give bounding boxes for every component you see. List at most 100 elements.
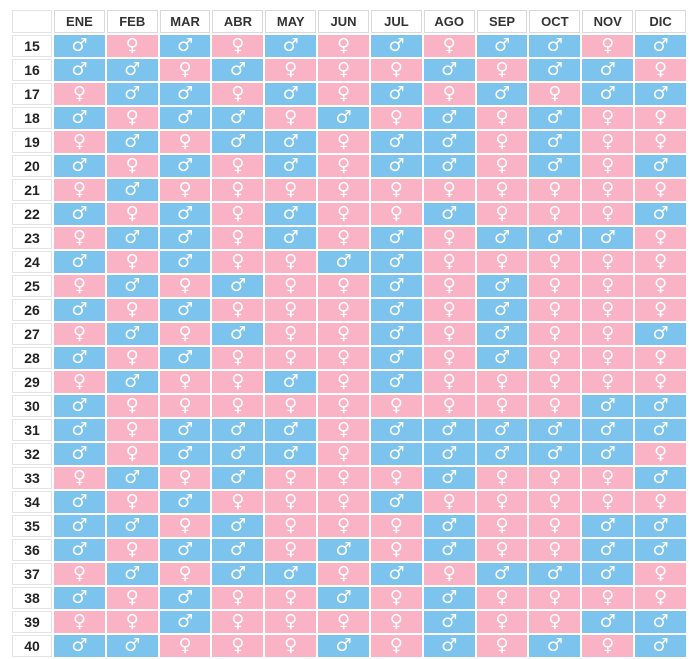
male-symbol-icon: ♂ <box>54 491 105 513</box>
age-label: 40 <box>12 635 52 657</box>
male-symbol-icon: ♂ <box>423 419 475 441</box>
age-label: 18 <box>12 107 52 129</box>
female-symbol-icon: ♀ <box>529 83 581 105</box>
male-symbol-icon: ♂ <box>106 467 158 489</box>
column-header-feb: FEB <box>106 10 158 33</box>
male-symbol-icon: ♂ <box>212 467 264 489</box>
male-symbol-icon: ♂ <box>423 611 475 633</box>
male-symbol-icon: ♂ <box>159 347 211 369</box>
female-symbol-icon: ♀ <box>529 587 581 609</box>
male-symbol-icon: ♂ <box>54 299 105 321</box>
female-symbol-icon: ♀ <box>159 371 211 393</box>
female-symbol-icon: ♀ <box>54 371 105 393</box>
male-symbol-icon: ♂ <box>582 59 634 81</box>
female-symbol-icon: ♀ <box>635 347 686 369</box>
female-symbol-icon: ♀ <box>265 515 317 537</box>
female-symbol-icon: ♀ <box>635 179 686 201</box>
male-symbol-icon: ♂ <box>582 419 634 441</box>
female-symbol-icon: ♀ <box>423 563 475 585</box>
male-symbol-icon: ♂ <box>159 419 211 441</box>
female-symbol-icon: ♀ <box>476 395 528 417</box>
female-symbol-icon: ♀ <box>212 587 264 609</box>
header-row: ENE FEB MAR ABR MAY JUN JUL AGO SEP OCT NOV DIC <box>12 10 686 33</box>
female-symbol-icon: ♀ <box>318 275 369 297</box>
male-symbol-icon: ♂ <box>635 611 686 633</box>
age-label: 39 <box>12 611 52 633</box>
corner-cell <box>12 10 52 33</box>
female-symbol-icon: ♀ <box>318 515 369 537</box>
female-symbol-icon: ♀ <box>212 371 264 393</box>
male-symbol-icon: ♂ <box>54 587 105 609</box>
female-symbol-icon: ♀ <box>54 323 105 345</box>
male-symbol-icon: ♂ <box>635 635 686 657</box>
column-header-nov: NOV <box>582 10 634 33</box>
female-symbol-icon: ♀ <box>582 635 634 657</box>
male-symbol-icon: ♂ <box>635 539 686 561</box>
male-symbol-icon: ♂ <box>476 275 528 297</box>
female-symbol-icon: ♀ <box>423 323 475 345</box>
male-symbol-icon: ♂ <box>54 35 105 57</box>
male-symbol-icon: ♂ <box>370 443 422 465</box>
male-symbol-icon: ♂ <box>212 419 264 441</box>
female-symbol-icon: ♀ <box>582 275 634 297</box>
age-label: 27 <box>12 323 52 345</box>
male-symbol-icon: ♂ <box>54 155 105 177</box>
column-header-may: MAY <box>265 10 317 33</box>
female-symbol-icon: ♀ <box>318 491 369 513</box>
male-symbol-icon: ♂ <box>635 515 686 537</box>
male-symbol-icon: ♂ <box>370 491 422 513</box>
female-symbol-icon: ♀ <box>423 347 475 369</box>
female-symbol-icon: ♀ <box>582 371 634 393</box>
male-symbol-icon: ♂ <box>423 587 475 609</box>
male-symbol-icon: ♂ <box>212 275 264 297</box>
male-symbol-icon: ♂ <box>476 563 528 585</box>
female-symbol-icon: ♀ <box>106 611 158 633</box>
table-row: 25 ♀ ♂ ♀ ♂ ♀ ♀ ♂ ♀ ♂ ♀ ♀ ♀ <box>12 275 686 297</box>
male-symbol-icon: ♂ <box>54 539 105 561</box>
male-symbol-icon: ♂ <box>318 539 369 561</box>
male-symbol-icon: ♂ <box>54 203 105 225</box>
male-symbol-icon: ♂ <box>370 251 422 273</box>
male-symbol-icon: ♂ <box>476 443 528 465</box>
table-row: 37 ♀ ♂ ♀ ♂ ♂ ♀ ♂ ♀ ♂ ♂ ♂ ♀ <box>12 563 686 585</box>
female-symbol-icon: ♀ <box>582 131 634 153</box>
female-symbol-icon: ♀ <box>159 59 211 81</box>
male-symbol-icon: ♂ <box>370 275 422 297</box>
male-symbol-icon: ♂ <box>423 203 475 225</box>
age-label: 36 <box>12 539 52 561</box>
age-label: 16 <box>12 59 52 81</box>
female-symbol-icon: ♀ <box>476 107 528 129</box>
female-symbol-icon: ♀ <box>265 635 317 657</box>
male-symbol-icon: ♂ <box>106 323 158 345</box>
column-header-ene: ENE <box>54 10 105 33</box>
male-symbol-icon: ♂ <box>582 395 634 417</box>
male-symbol-icon: ♂ <box>635 323 686 345</box>
male-symbol-icon: ♂ <box>370 227 422 249</box>
male-symbol-icon: ♂ <box>635 203 686 225</box>
male-symbol-icon: ♂ <box>106 515 158 537</box>
male-symbol-icon: ♂ <box>265 443 317 465</box>
female-symbol-icon: ♀ <box>529 515 581 537</box>
male-symbol-icon: ♂ <box>370 347 422 369</box>
male-symbol-icon: ♂ <box>423 635 475 657</box>
female-symbol-icon: ♀ <box>318 323 369 345</box>
male-symbol-icon: ♂ <box>370 563 422 585</box>
female-symbol-icon: ♀ <box>106 35 158 57</box>
age-label: 19 <box>12 131 52 153</box>
gender-chart-table: ENE FEB MAR ABR MAY JUN JUL AGO SEP OCT NOV DIC 15 ♂… <box>10 8 688 659</box>
age-label: 34 <box>12 491 52 513</box>
female-symbol-icon: ♀ <box>265 539 317 561</box>
female-symbol-icon: ♀ <box>423 299 475 321</box>
female-symbol-icon: ♀ <box>318 443 369 465</box>
female-symbol-icon: ♀ <box>106 203 158 225</box>
female-symbol-icon: ♀ <box>423 35 475 57</box>
male-symbol-icon: ♂ <box>159 611 211 633</box>
table-row: 28 ♂ ♀ ♂ ♀ ♀ ♀ ♂ ♀ ♂ ♀ ♀ ♀ <box>12 347 686 369</box>
female-symbol-icon: ♀ <box>159 275 211 297</box>
male-symbol-icon: ♂ <box>54 59 105 81</box>
male-symbol-icon: ♂ <box>265 155 317 177</box>
female-symbol-icon: ♀ <box>212 83 264 105</box>
female-symbol-icon: ♀ <box>212 251 264 273</box>
female-symbol-icon: ♀ <box>54 131 105 153</box>
female-symbol-icon: ♀ <box>635 251 686 273</box>
